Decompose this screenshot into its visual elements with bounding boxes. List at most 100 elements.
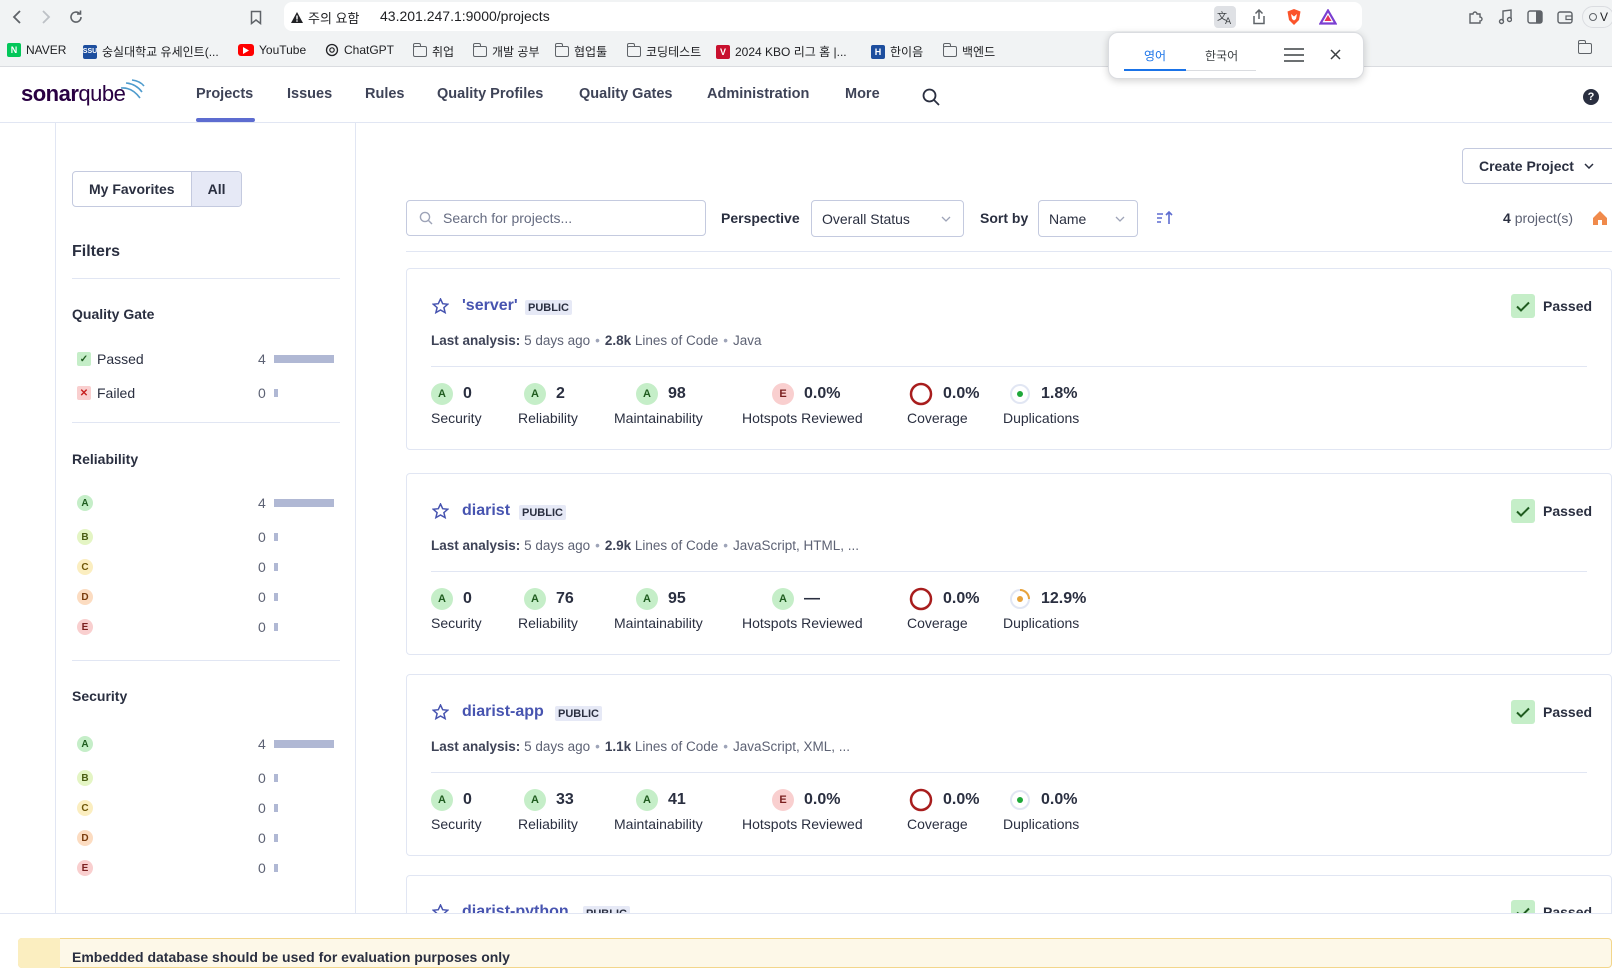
brave-shield-icon[interactable] <box>1283 6 1305 28</box>
extensions-icon[interactable] <box>1464 6 1486 28</box>
project-name-link[interactable]: 'server' <box>462 297 518 314</box>
nav-projects[interactable]: Projects <box>196 86 254 102</box>
bookmark-folder-collab[interactable]: 협업툴 <box>555 43 607 60</box>
nav-issues[interactable]: Issues <box>287 86 333 102</box>
bookmark-folder-dev[interactable]: 개발 공부 <box>473 43 540 60</box>
nav-administration[interactable]: Administration <box>707 86 810 102</box>
bookmark-chatgpt[interactable]: ChatGPT <box>325 43 394 57</box>
forward-icon[interactable] <box>36 7 56 27</box>
metric-maintainability[interactable]: A 95 Maintainability <box>614 587 703 631</box>
profile-button[interactable]: V <box>1582 6 1612 28</box>
metric-coverage[interactable]: 0.0% Coverage <box>907 587 979 631</box>
translate-tab-target[interactable]: 한국어 <box>1205 49 1239 63</box>
metric-duplications[interactable]: 12.9% Duplications <box>1003 587 1086 631</box>
bookmark-label: 개발 공부 <box>492 45 540 59</box>
translate-close-icon[interactable] <box>1330 49 1341 60</box>
translate-tab-source[interactable]: 영어 <box>1144 49 1167 63</box>
filter-quality-gate-passed[interactable]: ✓ Passed 4 <box>77 349 337 369</box>
perspective-select[interactable]: Overall Status <box>811 200 964 237</box>
nav-rules[interactable]: Rules <box>365 86 405 102</box>
metric-security[interactable]: A 0 Security <box>431 587 482 631</box>
metric-hotspots[interactable]: E 0.0% Hotspots Reviewed <box>742 788 863 832</box>
star-icon[interactable] <box>432 503 449 519</box>
bookmark-naver[interactable]: N NAVER <box>7 43 66 57</box>
back-icon[interactable] <box>7 7 27 27</box>
bookmark-kbo[interactable]: V 2024 KBO 리그 홈 |... <box>716 43 847 60</box>
metric-maintainability[interactable]: A 41 Maintainability <box>614 788 703 832</box>
bookmark-ssu[interactable]: SSU 숭실대학교 유세인트(... <box>83 43 219 60</box>
security-warning[interactable]: 주의 요함 <box>290 8 359 27</box>
metric-security[interactable]: A 0 Security <box>431 788 482 832</box>
metric-value: 33 <box>556 791 574 808</box>
sonarqube-logo[interactable]: sonarqube <box>21 81 126 107</box>
bookmark-folder-coding-test[interactable]: 코딩테스트 <box>627 43 701 60</box>
metric-label: Hotspots Reviewed <box>742 615 863 631</box>
url-text[interactable]: 43.201.247.1:9000/projects <box>380 8 550 24</box>
nav-quality-gates[interactable]: Quality Gates <box>579 86 673 102</box>
metric-reliability[interactable]: A 76 Reliability <box>518 587 578 631</box>
brave-rewards-icon[interactable] <box>1317 6 1339 28</box>
metric-coverage[interactable]: 0.0% Coverage <box>907 788 979 832</box>
metric-duplications[interactable]: 1.8% Duplications <box>1003 382 1079 426</box>
sort-direction-icon[interactable] <box>1156 210 1174 226</box>
metric-maintainability[interactable]: A 98 Maintainability <box>614 382 703 426</box>
all-button[interactable]: All <box>190 172 242 206</box>
metric-reliability[interactable]: A 2 Reliability <box>518 382 578 426</box>
loc-value: 1.1k <box>604 739 632 754</box>
metric-hotspots[interactable]: A — Hotspots Reviewed <box>742 587 863 631</box>
sort-select[interactable]: Name <box>1038 200 1138 237</box>
star-icon[interactable] <box>432 298 449 314</box>
project-name-link[interactable]: diarist <box>462 502 511 519</box>
bookmark-folder-backend[interactable]: 백엔드 <box>943 43 995 60</box>
bookmark-label: NAVER <box>26 43 67 57</box>
my-favorites-button[interactable]: My Favorites <box>89 181 175 197</box>
naver-icon: N <box>7 43 21 57</box>
bookmark-page-icon[interactable] <box>246 7 266 27</box>
bookmark-folder-other[interactable] <box>1578 40 1592 54</box>
metric-label: Security <box>431 410 482 426</box>
bookmark-youtube[interactable]: YouTube <box>238 43 306 57</box>
address-bar[interactable] <box>284 2 1362 31</box>
star-icon[interactable] <box>432 704 449 720</box>
svg-text:文: 文 <box>1217 10 1227 23</box>
rating-d-badge: D <box>77 830 93 846</box>
metric-coverage[interactable]: 0.0% Coverage <box>907 382 979 426</box>
global-search-icon[interactable] <box>922 88 940 106</box>
metric-duplications[interactable]: 0.0% Duplications <box>1003 788 1079 832</box>
metric-label: Coverage <box>907 816 968 832</box>
filter-count: 0 <box>258 589 266 605</box>
project-name-link[interactable]: diarist-app <box>462 703 544 720</box>
create-project-button[interactable]: Create Project <box>1462 148 1612 184</box>
metric-hotspots[interactable]: E 0.0% Hotspots Reviewed <box>742 382 863 426</box>
search-input[interactable] <box>443 210 683 226</box>
help-icon[interactable]: ? <box>1583 89 1599 105</box>
nav-quality-profiles[interactable]: Quality Profiles <box>437 86 544 102</box>
media-icon[interactable] <box>1494 6 1516 28</box>
bookmark-folder-job[interactable]: 취업 <box>413 43 454 60</box>
wallet-icon[interactable] <box>1554 6 1576 28</box>
metric-label: Maintainability <box>614 410 703 426</box>
filter-quality-gate-failed[interactable]: ✕ Failed 0 <box>77 383 337 403</box>
reload-icon[interactable] <box>66 7 86 27</box>
share-icon[interactable] <box>1248 6 1270 28</box>
home-icon[interactable] <box>1592 210 1608 226</box>
bookmark-hanieum[interactable]: H 한이음 <box>871 43 923 60</box>
translate-menu-icon[interactable] <box>1284 48 1304 62</box>
nav-more[interactable]: More <box>845 86 880 102</box>
metric-security[interactable]: A 0 Security <box>431 382 482 426</box>
sidebar-toggle-icon[interactable] <box>1524 6 1546 28</box>
quality-gate-status: Passed <box>1511 294 1592 318</box>
project-meta: Last analysis: 5 days ago • 2.8k Lines of … <box>431 333 762 348</box>
metric-reliability[interactable]: A 33 Reliability <box>518 788 578 832</box>
